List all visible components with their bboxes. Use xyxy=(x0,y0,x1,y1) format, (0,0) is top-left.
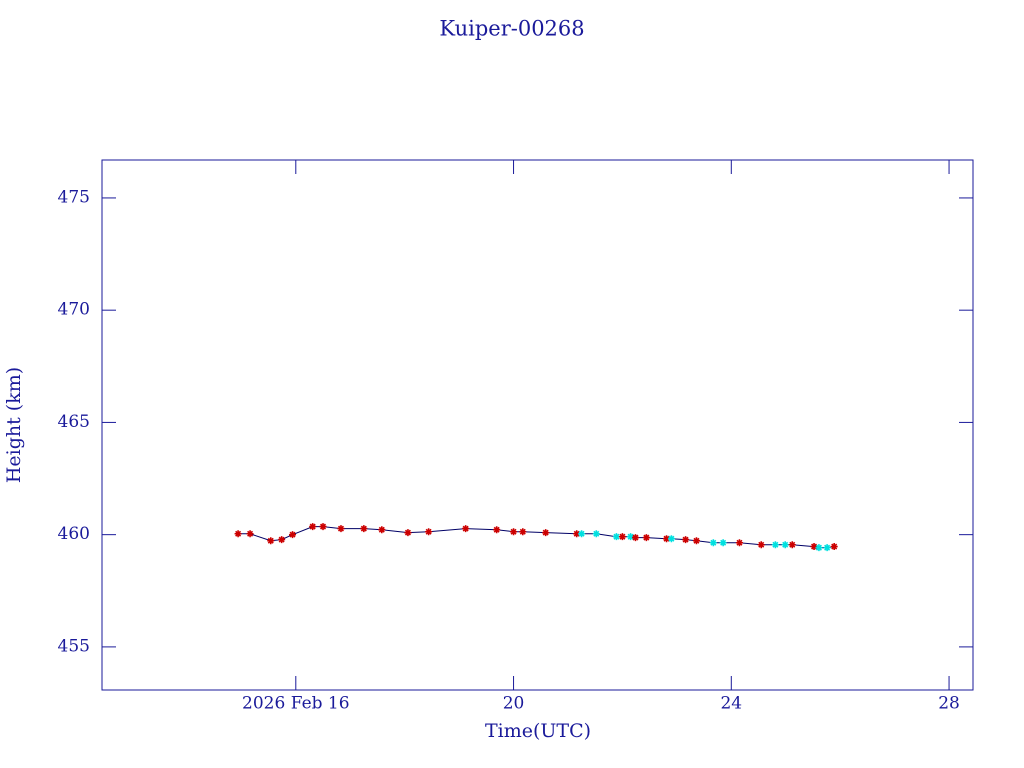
data-point xyxy=(735,539,743,547)
data-point xyxy=(810,543,818,551)
data-point xyxy=(667,535,675,543)
data-point xyxy=(462,525,470,533)
data-point xyxy=(692,537,700,545)
data-point xyxy=(719,539,727,547)
data-point xyxy=(493,526,501,534)
data-point xyxy=(337,525,345,533)
data-point xyxy=(519,528,527,536)
data-point xyxy=(404,529,412,537)
data-point xyxy=(573,530,581,538)
data-point xyxy=(360,525,368,533)
y-axis-label: Height (km) xyxy=(3,367,25,483)
data-point xyxy=(815,544,823,552)
data-point xyxy=(618,533,626,541)
plot-frame xyxy=(101,159,974,691)
y-tick-label: 470 xyxy=(58,300,90,320)
data-point xyxy=(823,544,831,552)
data-point xyxy=(592,530,600,538)
x-tick-label: 2026 Feb 16 xyxy=(242,694,350,714)
data-point xyxy=(267,537,275,545)
data-point xyxy=(830,543,838,551)
y-tick-label: 465 xyxy=(58,412,90,432)
data-point xyxy=(682,536,690,544)
data-point xyxy=(631,534,639,542)
data-point xyxy=(289,531,297,539)
x-axis-label: Time(UTC) xyxy=(485,720,591,742)
x-tick-label: 28 xyxy=(938,694,960,714)
data-point xyxy=(578,530,586,538)
data-point xyxy=(627,533,635,541)
data-point xyxy=(757,541,765,549)
data-point xyxy=(425,528,433,536)
data-point xyxy=(278,536,286,544)
x-tick-label: 20 xyxy=(503,694,525,714)
data-point xyxy=(663,535,671,543)
data-point xyxy=(612,533,620,541)
x-tick-label: 24 xyxy=(720,694,742,714)
data-point xyxy=(542,529,550,537)
data-point xyxy=(319,523,327,531)
y-tick-label: 475 xyxy=(58,187,90,207)
data-point xyxy=(510,528,518,536)
data-point xyxy=(246,530,254,538)
y-tick-label: 455 xyxy=(58,636,90,656)
data-point xyxy=(788,541,796,549)
chart-title: Kuiper-00268 xyxy=(439,17,584,41)
data-point xyxy=(709,539,717,547)
data-line xyxy=(238,526,835,549)
data-point xyxy=(771,541,779,549)
data-point xyxy=(234,530,242,538)
data-point xyxy=(642,534,650,542)
data-point xyxy=(378,526,386,534)
data-point xyxy=(309,523,317,531)
data-point xyxy=(781,541,789,549)
y-tick-label: 460 xyxy=(58,524,90,544)
